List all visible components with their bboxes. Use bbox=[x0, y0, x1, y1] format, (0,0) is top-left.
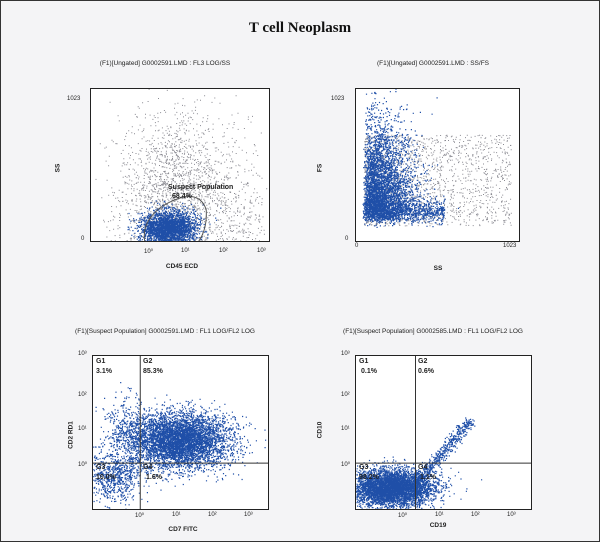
p4-q2-pct: 0.6% bbox=[418, 368, 434, 375]
p2-xtick-1: 1023 bbox=[503, 243, 517, 249]
p4-ytick-0: 10³ bbox=[341, 351, 350, 357]
p3-xtick-0: 10⁰ bbox=[135, 513, 145, 519]
p3-xtick-2: 10² bbox=[208, 512, 217, 518]
p3-xtick-3: 10³ bbox=[244, 512, 253, 518]
p4-xtick-3: 10³ bbox=[507, 512, 516, 518]
scatter-ss-fs bbox=[362, 89, 512, 228]
p3-q2-name: G2 bbox=[143, 358, 153, 365]
panel-3-title: (F1)[Suspect Population] G0002591.LMD : … bbox=[75, 328, 255, 335]
events bbox=[356, 417, 483, 509]
panel-4-title: (F1)[Suspect Population] G0002585.LMD : … bbox=[343, 328, 523, 335]
p3-ytick-3: 10⁰ bbox=[78, 462, 88, 468]
main-events bbox=[362, 89, 460, 228]
p1-xtick-3: 10³ bbox=[257, 248, 266, 254]
main-events-points bbox=[362, 89, 460, 228]
scatter-cd7-cd2 bbox=[93, 356, 268, 509]
plot-cd45-ss bbox=[90, 88, 270, 242]
p3-xlabel: CD7 FITC bbox=[168, 526, 198, 533]
p3-xtick-1: 10¹ bbox=[172, 512, 181, 518]
p3-q4-pct: 1.6% bbox=[146, 474, 162, 481]
page-title: T cell Neoplasm bbox=[248, 20, 352, 36]
plot-cd19-cd10 bbox=[355, 355, 532, 510]
panel-2-title: (F1)[Ungated] G0002591.LMD : SS/FS bbox=[377, 60, 489, 67]
p1-ylabel: SS bbox=[54, 163, 62, 173]
p3-q2-pct: 85.3% bbox=[143, 368, 163, 375]
p3-q4-name: G4 bbox=[143, 464, 153, 471]
p1-ytick-top: 1023 bbox=[67, 96, 81, 102]
p3-q1-name: G1 bbox=[96, 358, 106, 365]
p4-ytick-2: 10¹ bbox=[341, 426, 350, 432]
p2-ylabel: FS bbox=[316, 163, 324, 173]
p4-q3-name: G3 bbox=[359, 464, 369, 471]
events-points bbox=[356, 417, 483, 509]
p3-ytick-0: 10³ bbox=[78, 351, 87, 357]
p3-q3-pct: 10.0% bbox=[96, 474, 116, 481]
suspect-population-gate bbox=[143, 196, 207, 241]
p4-q1-pct: 0.1% bbox=[361, 368, 377, 375]
p4-q1-name: G1 bbox=[359, 358, 369, 365]
p2-xtick-0: 0 bbox=[355, 243, 359, 249]
p4-xtick-1: 10¹ bbox=[435, 512, 444, 518]
plot-ss-fs bbox=[355, 88, 520, 242]
p4-ytick-3: 10⁰ bbox=[341, 462, 351, 468]
scatter-cd19-cd10 bbox=[356, 356, 531, 509]
p4-q3-pct: 98.2% bbox=[359, 474, 379, 481]
p4-q2-name: G2 bbox=[418, 358, 428, 365]
p3-ytick-1: 10² bbox=[78, 392, 87, 398]
gate-label: Suspect Population bbox=[168, 184, 234, 191]
p4-ylabel: CD10 bbox=[316, 421, 324, 439]
p1-ytick-bottom: 0 bbox=[81, 236, 85, 242]
p3-ylabel: CD2 RD1 bbox=[67, 421, 75, 449]
p1-xtick-2: 10² bbox=[219, 248, 228, 254]
p2-xlabel: SS bbox=[433, 265, 443, 272]
p2-ytick-top: 1023 bbox=[331, 96, 345, 102]
p3-q3-name: G3 bbox=[96, 464, 106, 471]
scatter-cd45-ss bbox=[95, 89, 268, 241]
p4-xlabel: CD19 bbox=[429, 522, 447, 529]
plot-cd7-cd2 bbox=[92, 355, 269, 510]
p1-xlabel: CD45 ECD bbox=[165, 263, 199, 270]
gated-events bbox=[127, 195, 222, 241]
gated-events-points bbox=[127, 195, 222, 241]
events bbox=[93, 382, 267, 509]
p4-xtick-0: 10⁰ bbox=[398, 513, 408, 519]
p2-ytick-bottom: 0 bbox=[345, 236, 349, 242]
p4-q4-name: G4 bbox=[418, 464, 428, 471]
p1-xtick-0: 10⁰ bbox=[144, 249, 154, 255]
p4-xtick-2: 10² bbox=[471, 512, 480, 518]
p3-q1-pct: 3.1% bbox=[96, 368, 112, 375]
p3-ytick-2: 10¹ bbox=[78, 426, 87, 432]
events-points bbox=[93, 382, 267, 509]
p4-q4-pct: 1.1% bbox=[420, 474, 436, 481]
panel-1-title: (F1)[Ungated] G0002591.LMD : FL3 LOG/SS bbox=[99, 60, 231, 67]
p1-xtick-1: 10¹ bbox=[181, 248, 190, 254]
gate-percent: 68.4% bbox=[172, 193, 192, 200]
p4-ytick-1: 10² bbox=[341, 392, 350, 398]
